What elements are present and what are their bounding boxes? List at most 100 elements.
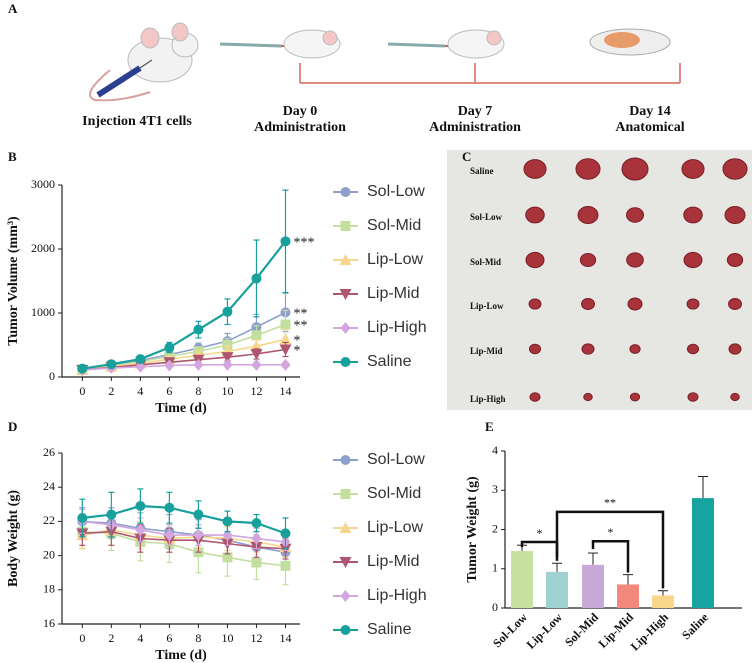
tumor	[626, 207, 644, 223]
schematic-art	[89, 22, 681, 102]
tumor	[724, 206, 746, 224]
legend-marker	[339, 557, 352, 568]
significance: *	[293, 333, 300, 348]
legend-marker	[339, 254, 352, 265]
step-label: Anatomical	[615, 120, 684, 135]
tumor	[728, 343, 742, 355]
tumor	[581, 297, 595, 311]
tumor	[577, 206, 599, 224]
marker	[164, 359, 175, 372]
bar	[582, 564, 604, 608]
step-label: Day 7	[458, 104, 493, 119]
x-tick-label: Lip-High	[628, 610, 672, 654]
ear	[486, 30, 502, 46]
row-label: Sol-Mid	[470, 257, 501, 267]
marker	[106, 359, 117, 370]
syringe	[96, 65, 142, 98]
legend-label: Sol-Low	[367, 183, 425, 200]
y-tick-label: 3	[492, 482, 498, 496]
significance: **	[293, 319, 307, 334]
marker	[279, 333, 292, 345]
tumor	[581, 343, 595, 355]
marker	[193, 358, 204, 371]
marker	[280, 560, 291, 571]
legend-marker	[340, 221, 351, 231]
marker	[77, 512, 88, 523]
legend-label: Saline	[367, 621, 412, 638]
marker	[164, 342, 175, 353]
marker	[164, 529, 175, 542]
x-tick-label: 12	[250, 631, 262, 645]
syringe	[219, 42, 283, 48]
legend-marker	[340, 489, 351, 499]
bar	[546, 571, 568, 608]
legend-label: Sol-Low	[367, 451, 425, 468]
significance: **	[604, 496, 616, 510]
tumor	[575, 158, 601, 180]
y-tick-label: 4	[492, 443, 498, 457]
legend-marker	[340, 625, 351, 635]
tumor	[627, 297, 643, 311]
organs	[604, 32, 640, 48]
tumor	[683, 251, 703, 269]
tumor	[726, 252, 744, 268]
panel-label: D	[8, 419, 17, 434]
y-tick-label: 0	[49, 369, 55, 383]
significance: *	[293, 344, 300, 359]
y-tick-label: 1000	[31, 305, 55, 319]
marker	[251, 518, 262, 529]
legend-label: Lip-Low	[367, 251, 423, 268]
tumor	[626, 252, 644, 268]
marker	[106, 509, 117, 520]
marker	[135, 354, 146, 365]
panel-label: C	[462, 149, 471, 164]
line	[82, 348, 286, 371]
bar	[692, 498, 714, 608]
step-label: Administration	[429, 120, 521, 135]
tumor	[579, 252, 597, 268]
bar	[652, 595, 674, 608]
tumor	[681, 159, 705, 179]
panel-label: A	[8, 1, 18, 16]
series	[77, 189, 291, 374]
ear	[171, 22, 189, 42]
x-tick-label: 2	[108, 631, 114, 645]
x-tick-label: 6	[166, 384, 172, 398]
marker	[251, 358, 262, 371]
x-tick-label: 2	[108, 384, 114, 398]
legend-marker	[340, 187, 351, 197]
x-tick-label: 12	[250, 384, 262, 398]
significance: *	[608, 525, 614, 539]
legend-label: Lip-Low	[367, 519, 423, 536]
tumor-photo	[447, 150, 752, 410]
x-tick-label: 0	[79, 631, 85, 645]
y-tick-label: 2	[492, 521, 498, 535]
marker	[222, 306, 233, 317]
marker	[279, 344, 292, 356]
tumor	[529, 392, 541, 402]
legend-label: Lip-Mid	[367, 553, 419, 570]
tumor	[728, 297, 742, 311]
y-tick-label: 0	[492, 600, 498, 614]
y-tick-label: 3000	[31, 177, 55, 191]
tumor	[528, 343, 542, 355]
significance-bracket	[591, 540, 630, 573]
marker	[250, 348, 263, 360]
significance-bracket	[555, 510, 665, 589]
tumor	[523, 159, 547, 179]
ear	[322, 30, 338, 46]
y-tick-label: 1	[492, 561, 498, 575]
y-tick-label: 2000	[31, 241, 55, 255]
marker	[280, 236, 291, 247]
tumor	[730, 392, 740, 402]
tumor	[686, 298, 700, 310]
series	[77, 488, 291, 550]
marker	[222, 516, 233, 527]
panel-label: B	[8, 149, 17, 164]
step-label: Injection 4T1 cells	[82, 114, 192, 129]
y-tick-label: 16	[43, 616, 55, 630]
x-tick-label: Saline	[679, 610, 712, 643]
row-label: Saline	[470, 166, 494, 176]
x-tick-label: 6	[166, 631, 172, 645]
